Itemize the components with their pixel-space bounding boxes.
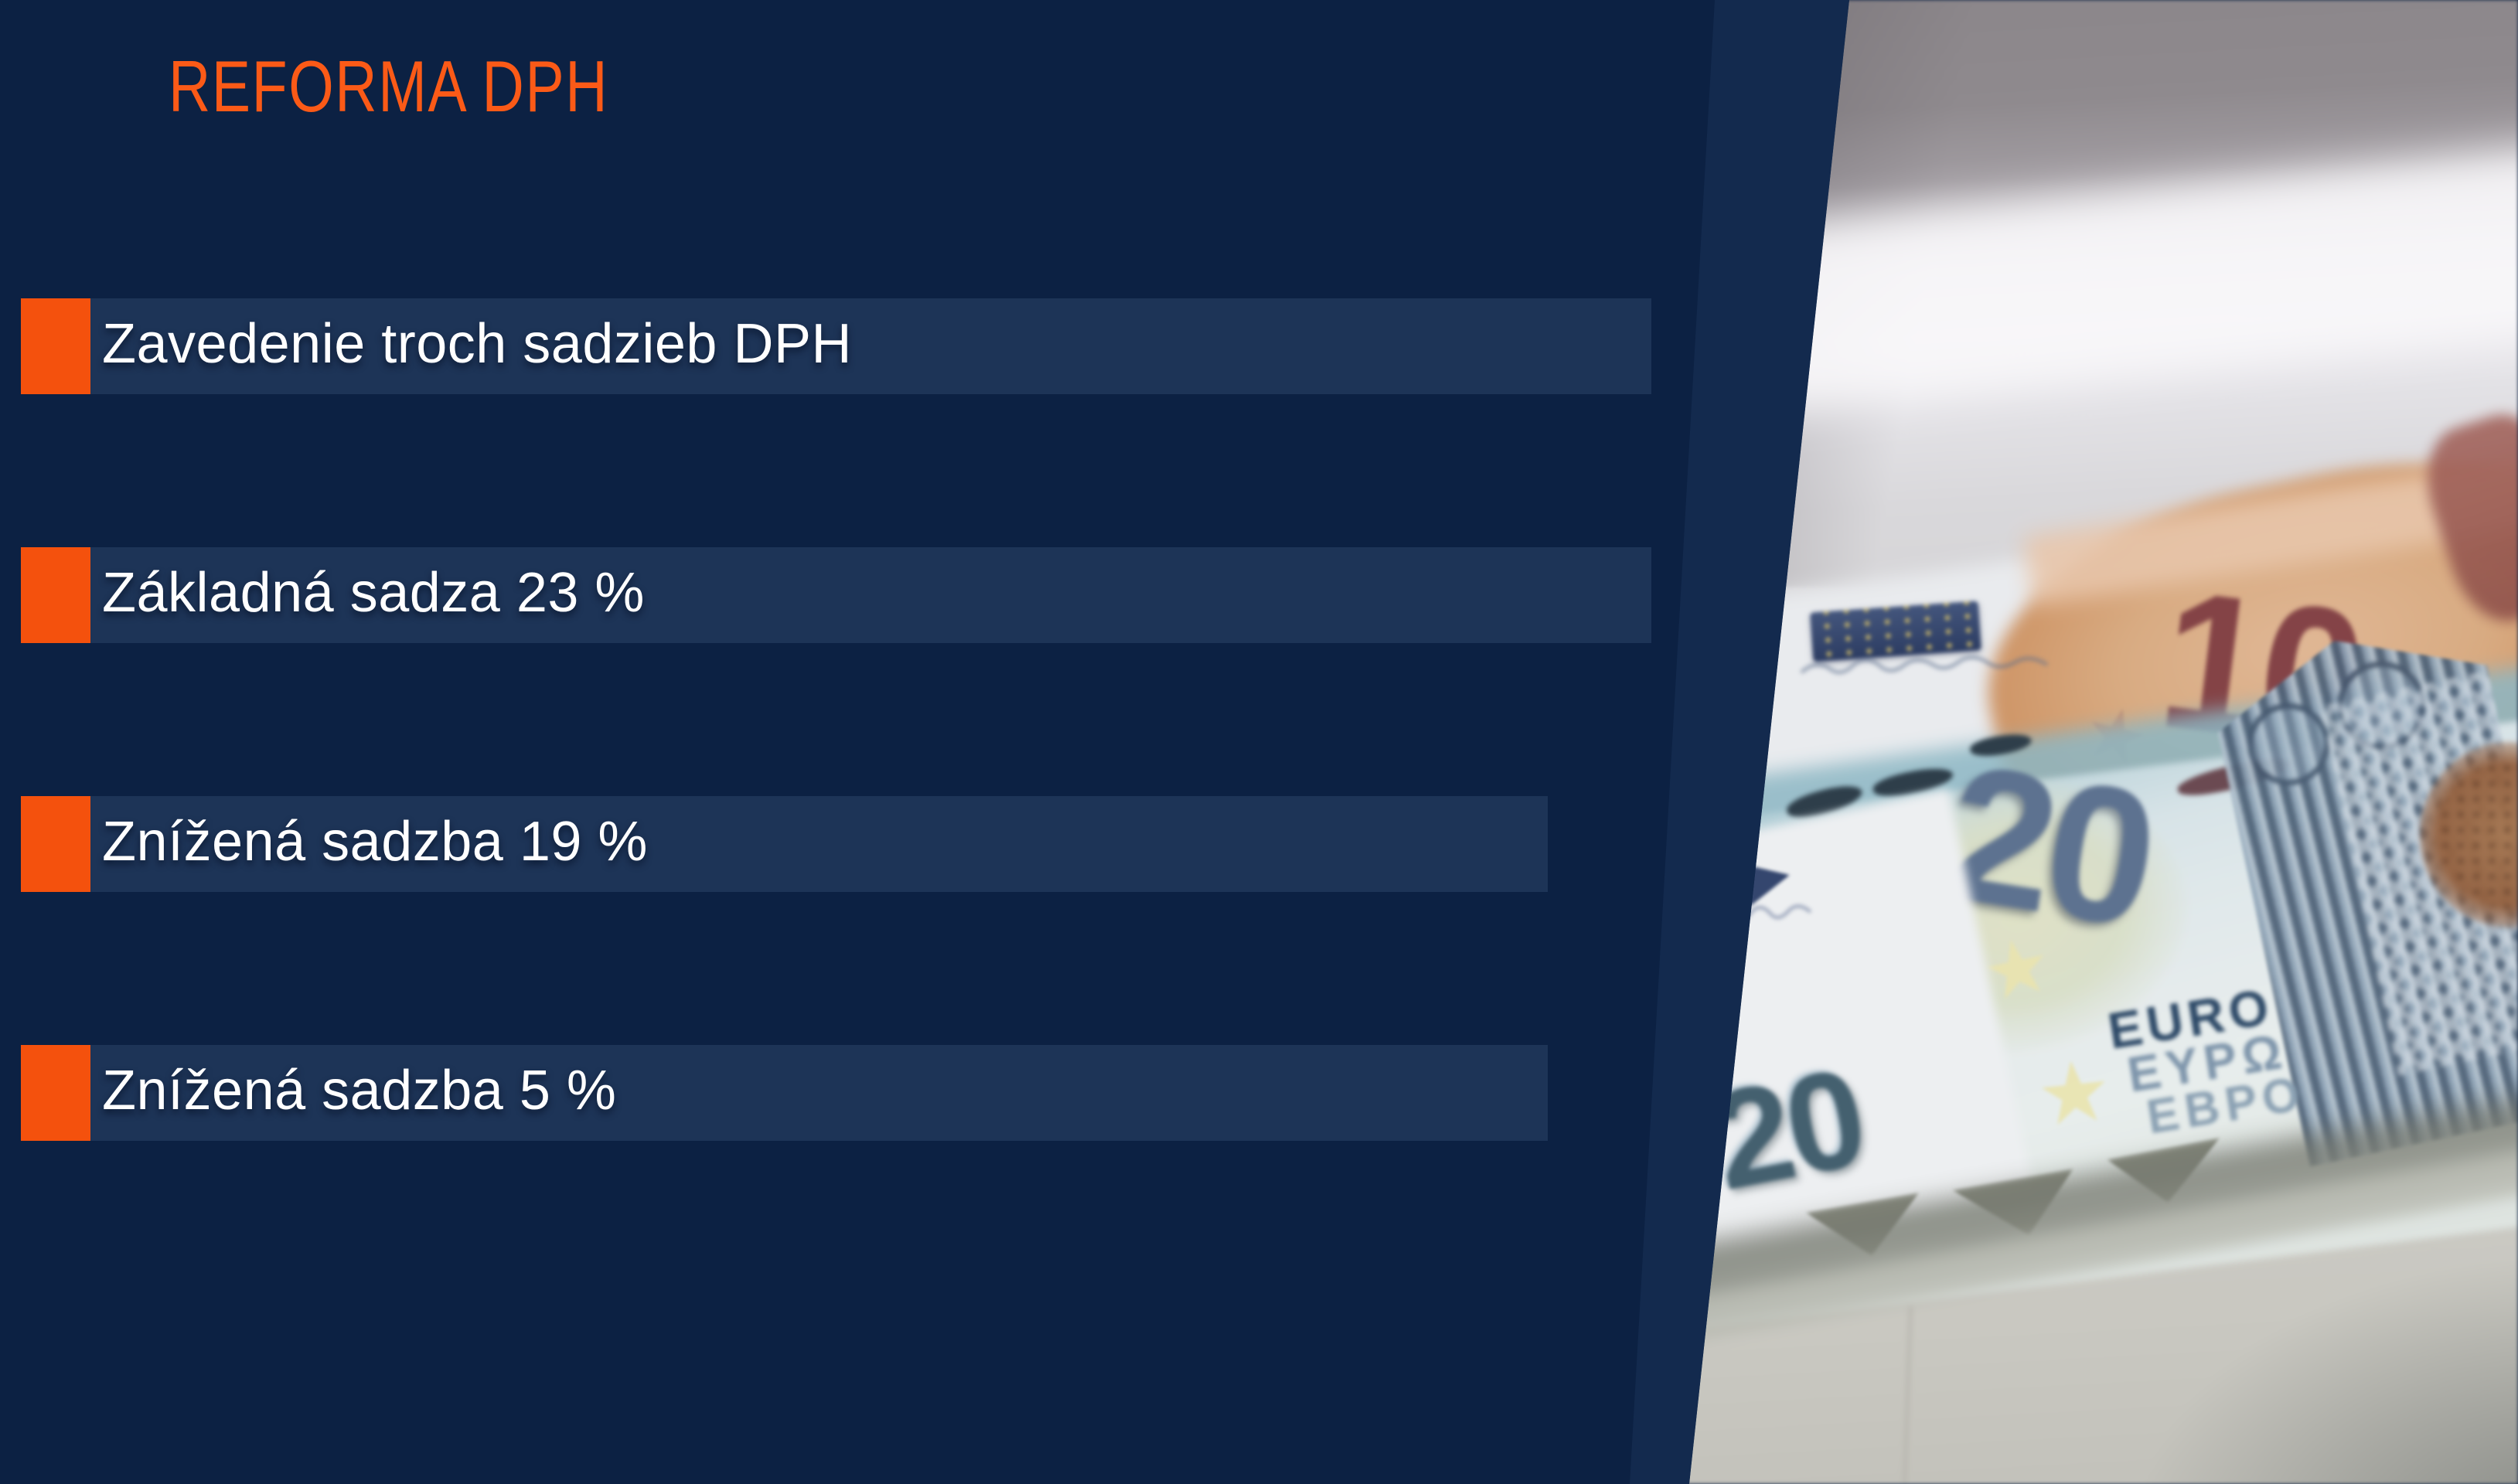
list-item: Zavedenie troch sadzieb DPH [21, 298, 1651, 394]
list-item-bar: Základná sadza 23 % [90, 547, 1651, 643]
list-item-label: Zavedenie troch sadzieb DPH [102, 313, 852, 375]
list-item-label: Základná sadza 23 % [102, 562, 645, 624]
page-title: REFORMA DPH [169, 46, 609, 127]
signature-squiggle [1800, 655, 2049, 674]
bullet-marker [21, 1045, 90, 1141]
bullet-marker [21, 547, 90, 643]
euro-lettering: EURO ΕΥΡΩ ЕВРО [2104, 977, 2310, 1144]
list-item-label: Znížená sadzba 5 % [102, 1060, 617, 1122]
bullet-marker [21, 796, 90, 892]
list-item: Znížená sadzba 19 % [21, 796, 1548, 892]
photo-shadow-bottom-right [2131, 1252, 2518, 1484]
bullet-marker [21, 298, 90, 394]
rose-window-dots [2438, 761, 2518, 909]
list-item-bar: Znížená sadzba 19 % [90, 796, 1548, 892]
list-item-label: Znížená sadzba 19 % [102, 811, 648, 873]
list-item-bar: Zavedenie troch sadzieb DPH [90, 298, 1651, 394]
list-item-bar: Znížená sadzba 5 % [90, 1045, 1548, 1141]
list-item: Základná sadza 23 % [21, 547, 1651, 643]
list-item: Znížená sadzba 5 % [21, 1045, 1548, 1141]
